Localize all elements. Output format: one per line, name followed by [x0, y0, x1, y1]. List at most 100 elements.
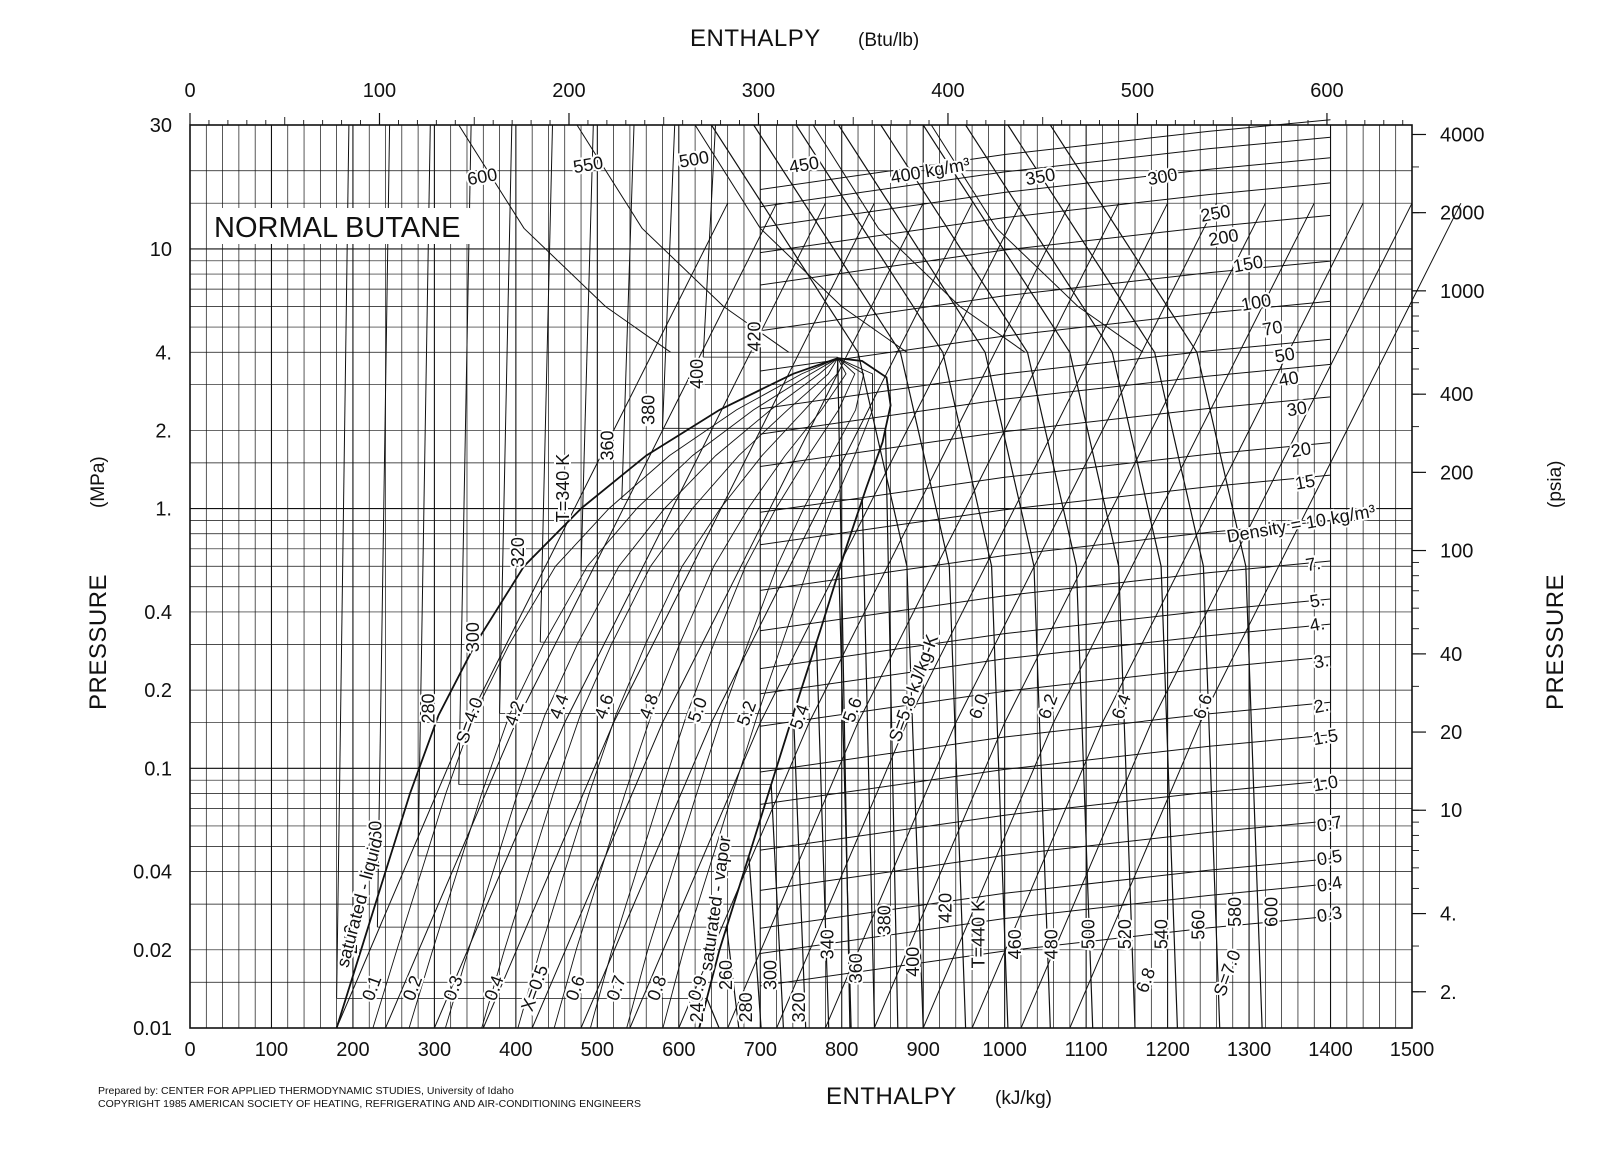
density-label: 0.3	[1315, 902, 1343, 926]
density-label-group: 150	[1230, 250, 1267, 279]
isotherm-label-group: 260	[363, 819, 387, 853]
density-label-group: 3.	[1310, 648, 1332, 674]
isotherm-label: 320	[789, 992, 809, 1022]
density-label-group: 2.	[1310, 693, 1332, 719]
isotherm-label: 560	[1188, 910, 1208, 940]
density-label: 0.4	[1315, 872, 1343, 896]
density-line	[760, 883, 1331, 954]
density-line	[760, 820, 1331, 891]
isotherm-label-group: 480	[1040, 927, 1064, 961]
isotherm-liquid	[662, 124, 676, 429]
density-label-group: 15	[1291, 469, 1318, 496]
density-label: 7.	[1304, 553, 1322, 575]
y-tick-label: 4.	[155, 342, 172, 364]
isotherm-label-group: 240	[339, 922, 363, 956]
density-line	[760, 656, 1331, 727]
isotherm-label-group: T=440 K	[966, 898, 990, 971]
density-label-group: 350	[1022, 162, 1059, 191]
density-label: 600	[466, 164, 499, 189]
y2-tick-label: 20	[1440, 722, 1462, 744]
density-label: 70	[1261, 317, 1284, 340]
y2-tick-label: 10	[1440, 800, 1462, 822]
density-label: 500	[678, 147, 711, 172]
density-line	[458, 124, 671, 353]
quality-line	[372, 357, 838, 1029]
y2-tick-label: 4.	[1440, 904, 1457, 926]
x-tick-label: 1500	[1390, 1039, 1435, 1061]
bottom-axis-title: ENTHALPY	[826, 1083, 957, 1110]
y-tick-label: 0.1	[144, 758, 172, 780]
density-label-group: 450	[786, 150, 823, 179]
entropy-label: 4.4	[545, 691, 572, 721]
x2-tick-label: 200	[552, 80, 585, 102]
y-tick-label: 2.	[155, 420, 172, 442]
credit-line-1: Prepared by: CENTER FOR APPLIED THERMODY…	[98, 1085, 514, 1097]
density-line	[760, 338, 1331, 410]
x-tick-label: 500	[581, 1039, 614, 1061]
entropy-line	[433, 202, 826, 1029]
isotherm-liquid	[499, 124, 513, 714]
entropy-label-group: 4.2	[499, 696, 530, 730]
density-line	[760, 157, 1331, 228]
entropy-label-group: S=7.0	[1208, 945, 1247, 1001]
x-tick-label: 100	[255, 1039, 288, 1061]
entropy-label-group: S=5.8 kJ/kg-K	[883, 630, 944, 747]
isotherm-vapor	[726, 927, 740, 1029]
isotherm-label-group: 540	[1150, 917, 1174, 951]
density-label-group: 40	[1275, 365, 1302, 392]
isotherm-supercritical	[710, 124, 924, 1029]
density-line	[760, 915, 1331, 987]
entropy-line	[824, 202, 1217, 1029]
density-label: 300	[1146, 164, 1179, 189]
density-label: Density = 10 kg/m³	[1225, 501, 1377, 547]
density-line	[760, 442, 1331, 513]
isotherm-label-group: 520	[1113, 917, 1137, 951]
entropy-label: S=7.0	[1210, 947, 1245, 999]
y2-tick-label: 2.	[1440, 982, 1457, 1004]
isotherm-label-group: 300	[461, 620, 485, 654]
density-label-group: 1.5	[1309, 723, 1341, 751]
isotherm-vapor	[884, 428, 899, 1029]
x2-tick-label: 0	[184, 80, 195, 102]
x-tick-label: 1000	[982, 1039, 1027, 1061]
right-axis-title: PRESSURE	[1542, 574, 1569, 710]
isotherm-supercritical	[1049, 124, 1263, 1029]
x-tick-label: 400	[499, 1039, 532, 1061]
isotherm-label-group: 400	[685, 357, 709, 391]
isotherm-supercritical	[1007, 124, 1221, 1029]
y-tick-label: 0.2	[144, 680, 172, 702]
density-label-group: 20	[1287, 436, 1314, 463]
density-line	[760, 300, 1331, 372]
entropy-label-group: 5.0	[682, 693, 713, 727]
density-label: 30	[1285, 397, 1308, 420]
x-tick-label: 300	[418, 1039, 451, 1061]
isotherm-label: 480	[1042, 929, 1062, 959]
density-line	[930, 124, 1144, 353]
entropy-label: 5.2	[733, 698, 760, 728]
entropy-line	[336, 202, 729, 1029]
density-line	[812, 124, 1026, 353]
entropy-label: S=5.8 kJ/kg-K	[885, 632, 942, 745]
isotherm-liquid	[336, 124, 350, 999]
y-tick-label: 10	[150, 239, 172, 261]
density-label: 450	[788, 152, 821, 177]
isotherm-vapor	[792, 713, 807, 1029]
isotherm-supercritical	[795, 124, 1009, 1029]
quality-line	[408, 357, 838, 1029]
density-label-group: 0.4	[1313, 870, 1345, 898]
density-label-group: 0.7	[1313, 810, 1345, 838]
isotherm-label: 460	[1005, 929, 1025, 959]
isotherm-vapor	[861, 499, 876, 1029]
density-label: 550	[572, 152, 605, 177]
entropy-line	[678, 202, 1071, 1029]
isotherm-liquid	[621, 124, 635, 500]
x-tick-label: 1400	[1308, 1039, 1353, 1061]
x-tick-label: 1300	[1227, 1039, 1272, 1061]
isotherm-label-group: 460	[1003, 927, 1027, 961]
isotherm-liquid	[702, 124, 716, 358]
entropy-label: S=4.0	[452, 695, 487, 747]
y-tick-label: 0.01	[133, 1018, 172, 1040]
y-tick-label: 1.	[155, 499, 172, 521]
density-line	[760, 396, 1331, 467]
